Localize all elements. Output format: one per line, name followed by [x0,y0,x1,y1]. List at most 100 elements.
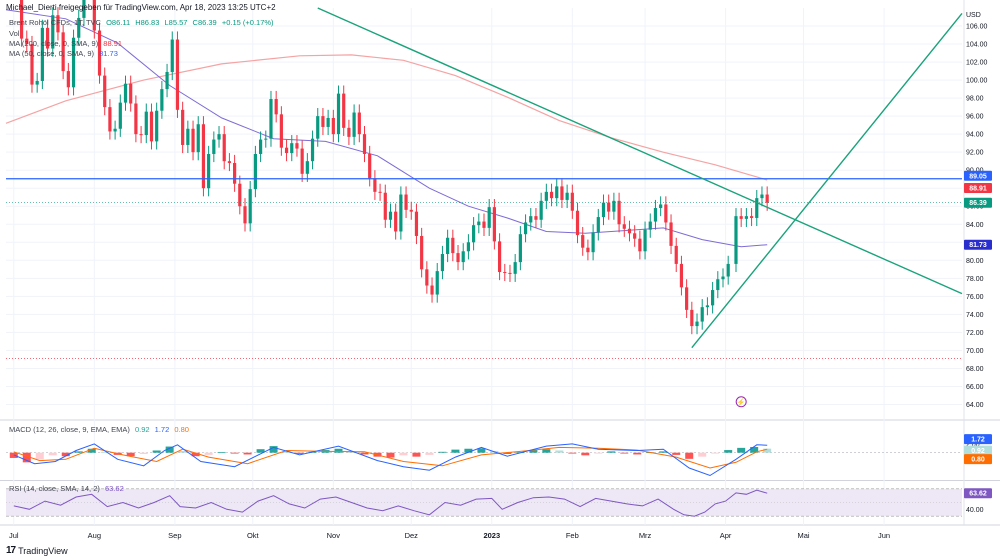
candle-body [591,232,595,253]
candle-body [201,124,206,189]
candle-body [253,153,257,190]
candle-body [523,222,528,235]
grid [0,0,1000,526]
macd-hist-bar [399,452,408,456]
rsi-line [13,489,768,517]
candle-body [394,211,398,232]
macd-hist-bar [724,450,733,453]
candle-body [97,30,102,76]
candle-body [617,200,621,225]
x-tick-label: Mrz [639,531,652,540]
macd-line-price-tag-text: 1.72 [971,437,985,444]
ma200-price-tag-text: 88.91 [969,186,987,193]
macd-hist-bar [295,452,304,455]
last-price-tag-text: 86.39 [969,200,987,207]
ma200-legend[interactable]: MA (200, close, 0, SMA, 9) 88.91 [9,39,125,48]
candle-body [388,211,393,220]
y-tick-label: 96.00 [966,114,984,121]
candle-body [529,216,533,223]
candle-body [342,93,346,128]
macd-hist-bar [126,452,135,457]
macd-label: MACD (12, 26, close, 9, EMA, EMA) [9,425,130,434]
candle-body [451,237,455,254]
candle-body [227,161,232,163]
candle-body [482,221,486,228]
candle-body [165,71,169,90]
y-tick-label: 76.00 [966,294,984,301]
symbol-legend[interactable]: Brent Rohöl CFDs, 1T, TVC O86.11 H86.83 … [9,18,277,27]
y-tick-label: 106.00 [966,24,988,31]
candle-body [440,254,445,272]
macd-hist-value: 0.92 [134,425,150,434]
macd-hist-bar [737,447,746,453]
candle-body [149,111,154,142]
macd-hist-bar [672,452,681,455]
candle-body [347,127,351,137]
y-tick-label: 80.00 [966,258,984,265]
candle-body [175,39,180,110]
candle-body [705,305,710,308]
x-tick-label: Aug [88,531,101,540]
candle-body [477,221,481,226]
x-tick-label: Nov [327,531,341,540]
macd-hist-bar [282,450,291,453]
candle-body [503,272,507,274]
candle-body [420,235,424,270]
macd-hist-bar [659,451,668,453]
candle-body [472,225,476,243]
candle-body [508,272,512,274]
candle-body [653,208,658,222]
candle-body [492,207,496,242]
candle-body [284,147,289,154]
candle-body [404,194,408,210]
macd-hist-bar [451,449,460,453]
candle-body [430,285,434,295]
candle-body [103,75,107,108]
macd-hist-bar [386,452,395,458]
candle-body [739,216,743,219]
event-icon [735,396,747,408]
macd-legend[interactable]: MACD (12, 26, close, 9, EMA, EMA) 0.92 1… [9,425,192,434]
rsi-pane[interactable] [6,488,962,517]
candle-body [56,15,60,33]
candle-body [711,290,715,306]
candle-body [316,116,320,139]
ma200-value: 88.91 [103,39,123,48]
candle-body [497,241,502,273]
y-tick-label: 78.00 [966,276,984,283]
volume-legend[interactable]: Vol [9,29,22,38]
macd-hist-bar [581,452,590,456]
candle-body [461,251,465,263]
candle-body [425,269,429,286]
tradingview-logo[interactable]: 17 TradingView [6,545,68,556]
candle-body [744,216,748,219]
x-tick-label: Jul [9,531,19,540]
rsi-legend[interactable]: RSI (14, close, SMA, 14, 2) 63.62 [9,484,127,493]
candle-body [25,38,29,45]
candle-body [539,200,543,220]
macd-pane[interactable] [6,443,962,477]
ma200-line [5,54,768,181]
macd-hist-bar [204,452,213,455]
candle-body [71,37,76,88]
tradingview-logo-text: TradingView [18,545,68,556]
candle-body [575,210,580,236]
chart-attribution: Michael_Dierti freigegeben für TradingVi… [6,3,276,12]
x-tick-label: Feb [566,531,579,540]
candle-body [326,117,330,127]
candle-body [607,202,611,212]
candle-body [77,17,81,38]
macd-hist-bar [243,452,252,455]
macd-signal-line [13,446,768,469]
candle-body [570,192,574,211]
candle-body [191,128,195,153]
price-pane[interactable]: ⚡ [5,0,963,408]
ma50-legend[interactable]: MA (50, close, 0, SMA, 9) 81.73 [9,49,121,58]
candle-body [331,117,335,135]
candle-body [373,178,377,192]
candle-body [586,247,590,253]
candle-body [560,186,564,200]
candle-body [518,234,522,263]
candle-body [61,32,65,72]
